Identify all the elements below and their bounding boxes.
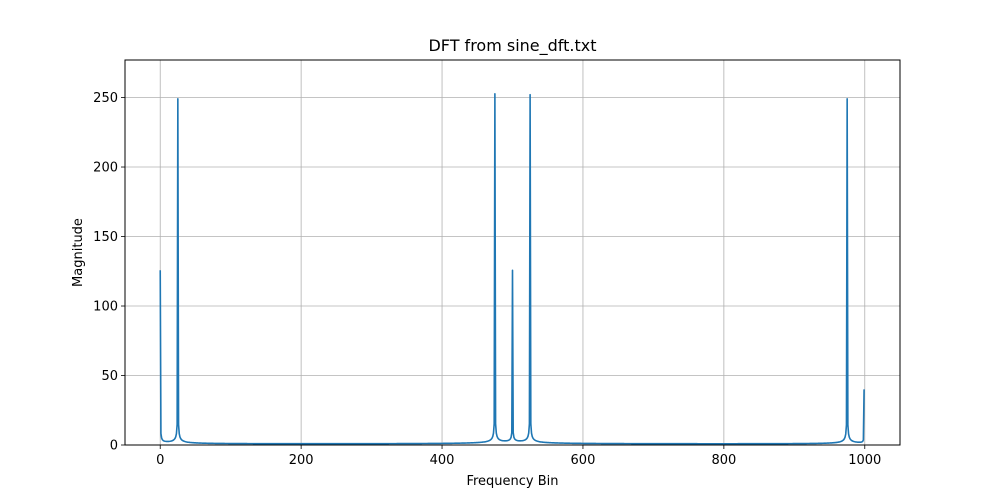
axis-ticks: 0 200 400 600 800 1000 0 50 100 150 200 250	[93, 91, 881, 468]
y-tick-label: 200	[93, 161, 118, 176]
y-tick-label: 0	[110, 439, 118, 454]
x-axis-label: Frequency Bin	[466, 474, 558, 489]
y-tick-label: 150	[93, 230, 118, 245]
x-tick-label: 200	[289, 453, 314, 468]
x-tick-label: 600	[571, 453, 596, 468]
series-group	[159, 92, 865, 445]
y-tick-label: 250	[93, 91, 118, 106]
x-tick-label: 1000	[848, 453, 881, 468]
chart-title: DFT from sine_dft.txt	[428, 36, 596, 56]
dft-magnitude-line	[159, 92, 865, 445]
x-tick-label: 400	[430, 453, 455, 468]
y-tick-label: 50	[101, 369, 118, 384]
plot-frame	[124, 59, 901, 446]
y-tick-label: 100	[93, 300, 118, 315]
x-tick-label: 0	[156, 453, 164, 468]
y-axis-label: Magnitude	[71, 218, 86, 287]
x-tick-label: 800	[711, 453, 736, 468]
